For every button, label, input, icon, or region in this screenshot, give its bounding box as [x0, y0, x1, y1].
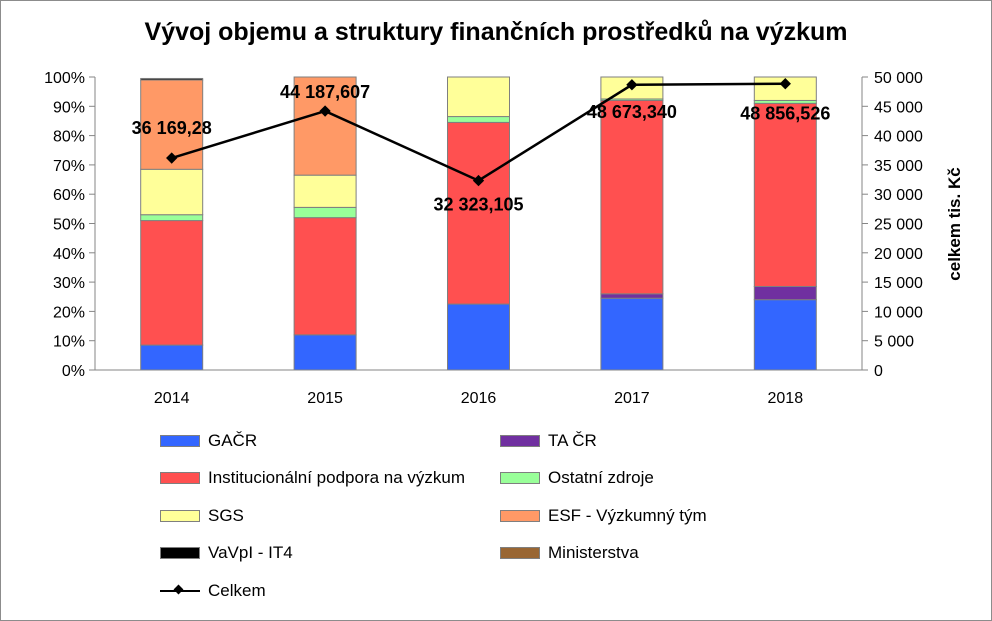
left-axis-tick-label: 0%	[62, 363, 85, 380]
bar-segment	[293, 76, 357, 176]
left-axis-tick-label: 30%	[53, 275, 85, 292]
bar-segment	[140, 77, 204, 81]
bar-segment	[293, 206, 357, 219]
x-axis-tick-label: 2018	[768, 390, 804, 407]
left-axis-tick-label: 60%	[53, 187, 85, 204]
total-data-label: 36 169,28	[132, 118, 212, 138]
total-data-label: 44 187,607	[280, 82, 370, 102]
right-axis-tick-label: 25 000	[874, 217, 923, 234]
right-axis-tick-label: 0	[874, 363, 883, 380]
bar-segment	[293, 174, 357, 208]
bar-segment	[753, 299, 817, 371]
left-axis-tick-label: 10%	[53, 334, 85, 351]
total-data-label: 48 673,340	[587, 102, 677, 122]
total-data-label: 48 856,526	[740, 104, 830, 124]
bar-segment	[753, 285, 817, 301]
x-axis-tick-label: 2017	[614, 390, 650, 407]
bar-segment	[140, 220, 204, 346]
right-axis-tick-label: 45 000	[874, 99, 923, 116]
bar-segment	[293, 217, 357, 336]
bar-segment	[140, 214, 204, 222]
chart-title: Vývoj objemu a struktury finančních pros…	[144, 18, 848, 46]
bar-segment	[140, 168, 204, 216]
left-axis-tick-label: 80%	[53, 129, 85, 146]
right-axis-tick-label: 20 000	[874, 246, 923, 263]
bar-segment	[600, 293, 664, 299]
x-axis-tick-label: 2014	[154, 390, 190, 407]
right-axis-tick-label: 50 000	[874, 70, 923, 87]
left-axis-tick-label: 90%	[53, 99, 85, 116]
x-axis-tick-label: 2015	[307, 390, 343, 407]
right-axis-tick-label: 5 000	[874, 334, 914, 351]
left-axis-tick-label: 20%	[53, 304, 85, 321]
bar-segment	[140, 344, 204, 371]
total-data-label: 32 323,105	[433, 195, 523, 215]
left-axis-tick-label: 40%	[53, 246, 85, 263]
right-axis-title: celkem tis. Kč	[945, 167, 964, 280]
right-axis-tick-label: 30 000	[874, 187, 923, 204]
left-axis-tick-label: 50%	[53, 217, 85, 234]
bar-segment	[753, 102, 817, 287]
bar-segment	[447, 121, 510, 305]
bar-segment	[447, 303, 510, 371]
right-axis-tick-label: 35 000	[874, 158, 923, 175]
total-line-marker	[472, 174, 485, 187]
right-axis-tick-label: 15 000	[874, 275, 923, 292]
bar-segment	[447, 76, 510, 118]
left-axis-tick-label: 100%	[44, 70, 85, 87]
left-axis-tick-label: 70%	[53, 158, 85, 175]
right-axis-tick-label: 40 000	[874, 129, 923, 146]
total-line-marker	[166, 152, 178, 164]
right-axis-tick-label: 10 000	[874, 304, 923, 321]
x-axis-tick-label: 2016	[461, 390, 497, 407]
bar-segment	[447, 116, 510, 123]
bar-segment	[293, 334, 357, 371]
bar-segment	[600, 297, 664, 371]
bar-segment	[600, 99, 664, 295]
